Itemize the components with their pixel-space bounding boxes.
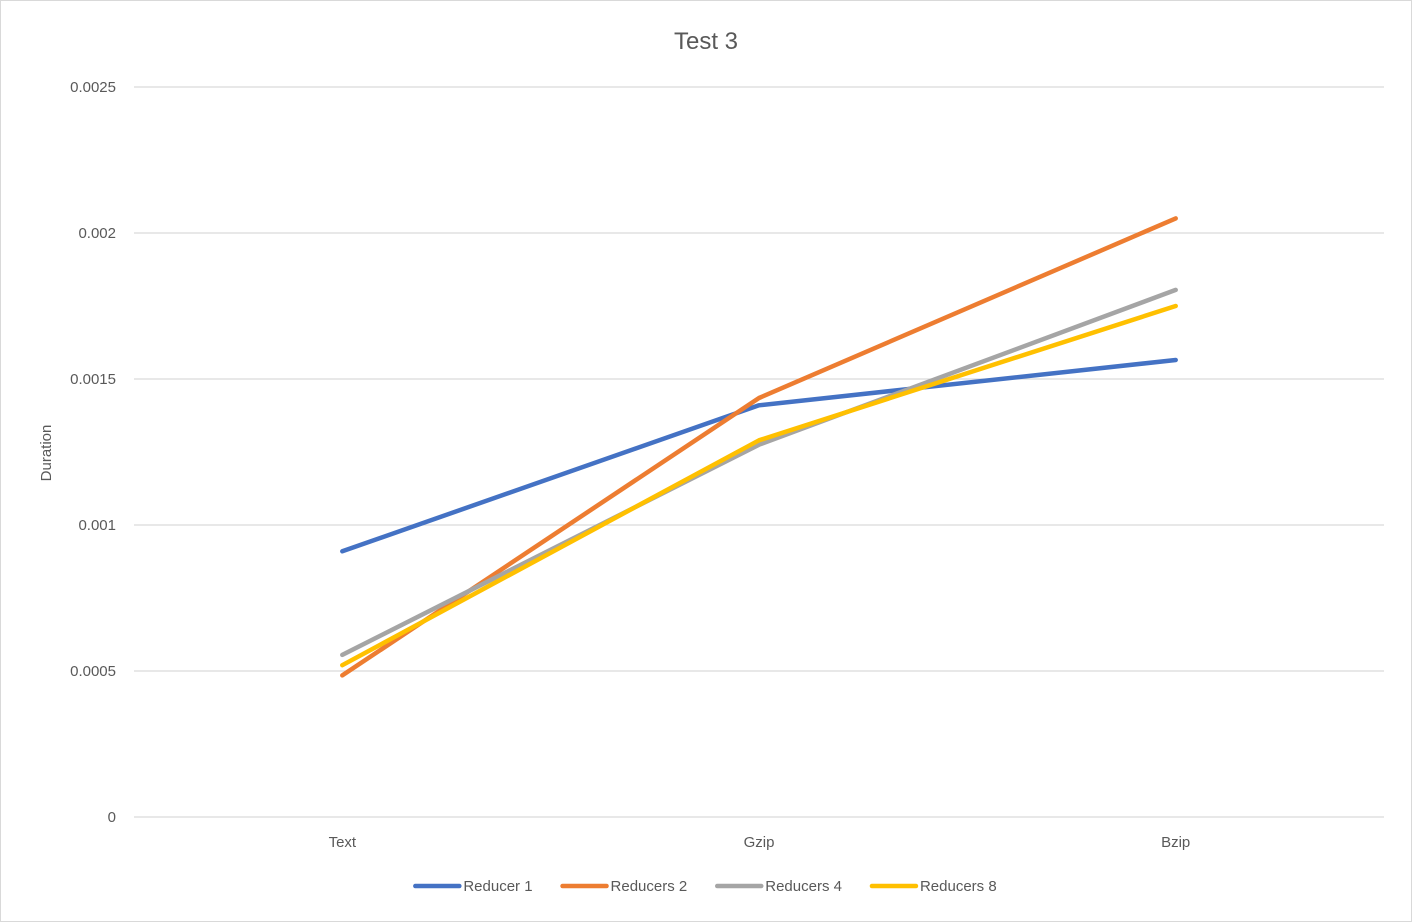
legend-label: Reducer 1 — [463, 878, 532, 895]
legend-label: Reducers 8 — [920, 878, 997, 895]
series-line-1 — [340, 357, 1178, 554]
y-axis-label: Duration — [38, 425, 55, 482]
legend-label: Reducers 2 — [611, 878, 688, 895]
y-tick-label: 0.0015 — [70, 371, 116, 388]
x-axis-ticks: Text Gzip Bzip — [329, 834, 1191, 851]
x-tick-label: Gzip — [744, 834, 775, 851]
y-tick-label: 0 — [108, 809, 116, 826]
y-tick-label: 0.0005 — [70, 663, 116, 680]
legend-label: Reducers 4 — [765, 878, 842, 895]
legend: Reducer 1 Reducers 2 Reducers 4 Reducers 8 — [413, 878, 997, 895]
y-tick-label: 0.0025 — [70, 79, 116, 96]
legend-item: Reducer 1 — [413, 878, 533, 895]
legend-item: Reducers 2 — [560, 878, 688, 895]
gridlines — [134, 86, 1384, 818]
series-line-3 — [340, 287, 1178, 658]
x-tick-label: Text — [329, 834, 357, 851]
x-tick-label: Bzip — [1161, 834, 1190, 851]
series-line-4 — [340, 303, 1178, 668]
y-axis-ticks: 0 0.0005 0.001 0.0015 0.002 0.0025 — [70, 79, 116, 826]
legend-item: Reducers 8 — [869, 878, 997, 895]
y-tick-label: 0.001 — [78, 517, 116, 534]
y-tick-label: 0.002 — [78, 225, 116, 242]
chart-title: Test 3 — [674, 28, 738, 55]
legend-item: Reducers 4 — [715, 878, 842, 895]
series-lines — [340, 216, 1178, 678]
